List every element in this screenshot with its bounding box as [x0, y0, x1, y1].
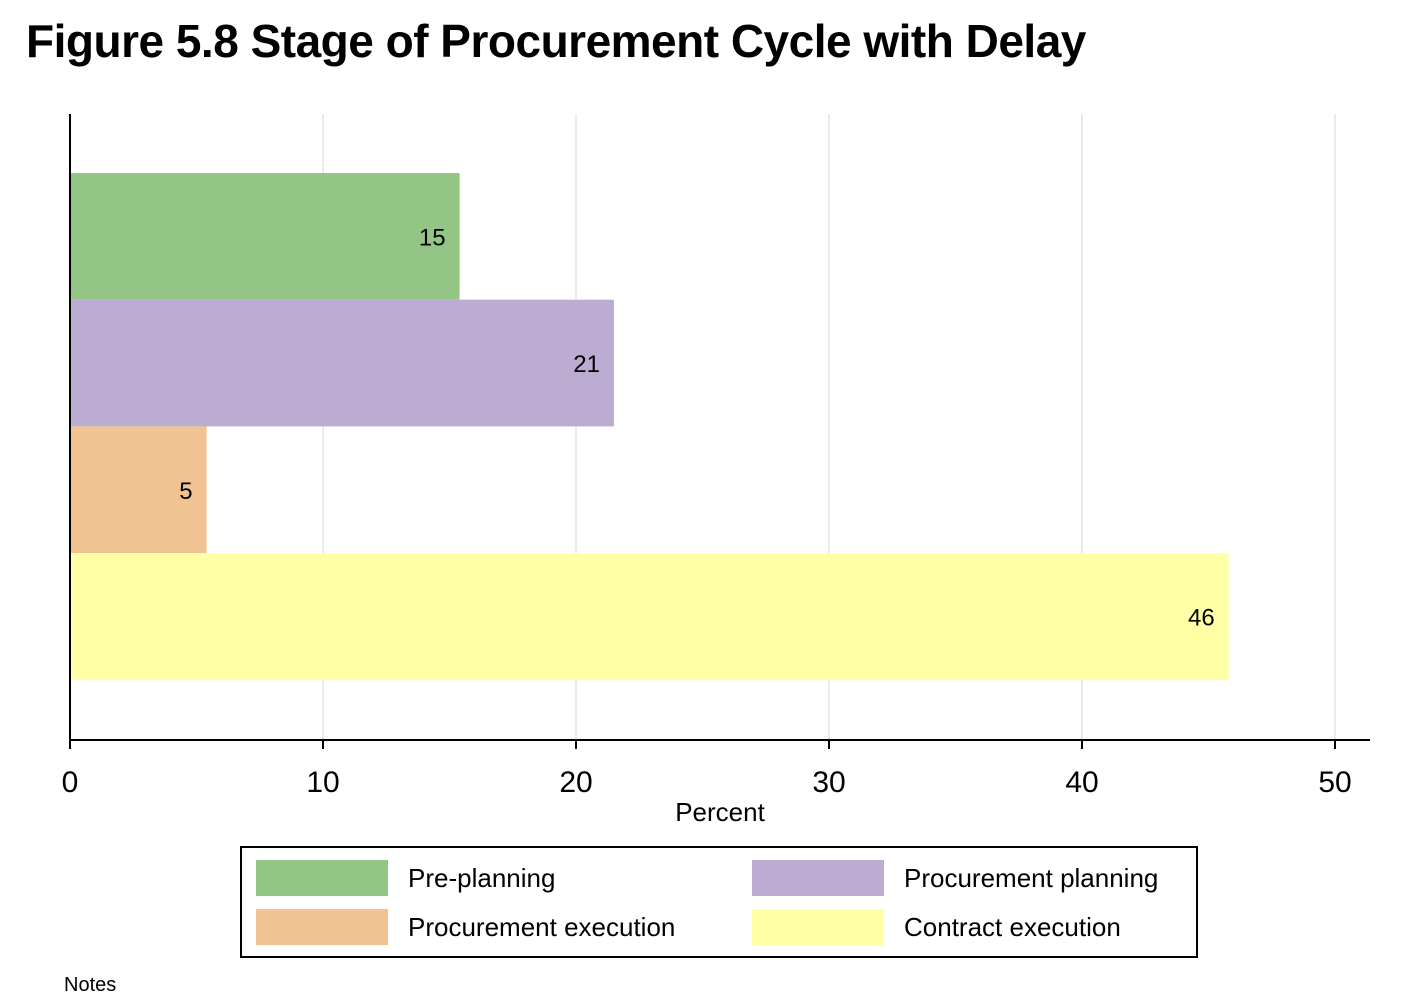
x-tick-label: 40 — [1065, 766, 1098, 799]
bar-value-label: 46 — [1188, 604, 1215, 631]
bars: 15 21 5 46 — [70, 173, 1229, 680]
x-tick-label: 10 — [306, 766, 339, 799]
legend-swatch — [752, 909, 884, 945]
legend-swatch — [752, 860, 884, 896]
legend-item-pre-planning: Pre-planning — [256, 860, 555, 896]
legend-swatch — [256, 909, 388, 945]
legend-swatch — [256, 860, 388, 896]
bar-contract-execution — [70, 553, 1229, 680]
legend-item-procurement-planning: Procurement planning — [752, 860, 1158, 896]
bar-value-label: 15 — [419, 224, 446, 251]
bar-procurement-execution — [70, 426, 207, 554]
bar-value-label: 21 — [573, 351, 600, 378]
bar-procurement-planning — [70, 299, 614, 427]
x-tick-label: 0 — [62, 766, 79, 799]
x-axis-label: Percent — [675, 797, 765, 827]
legend-label: Procurement execution — [408, 911, 676, 942]
bar-value-label: 5 — [179, 478, 192, 505]
bar-pre-planning — [70, 173, 460, 300]
legend-label: Procurement planning — [904, 862, 1159, 893]
legend-label: Pre-planning — [408, 862, 556, 893]
x-tick-label: 30 — [812, 766, 845, 799]
chart-legend: Pre-planning Procurement planning Procur… — [240, 846, 1198, 958]
figure-title: Figure 5.8 Stage of Procurement Cycle wi… — [26, 15, 1086, 67]
x-tick-label: 50 — [1318, 766, 1351, 799]
axes: 0 10 20 30 40 50 Percent — [62, 114, 1370, 827]
legend-label: Contract execution — [904, 911, 1121, 942]
x-tick-label: 20 — [559, 766, 592, 799]
legend-item-contract-execution: Contract execution — [752, 909, 1121, 945]
notes-label: Notes — [64, 974, 117, 996]
legend-item-procurement-execution: Procurement execution — [256, 909, 675, 945]
